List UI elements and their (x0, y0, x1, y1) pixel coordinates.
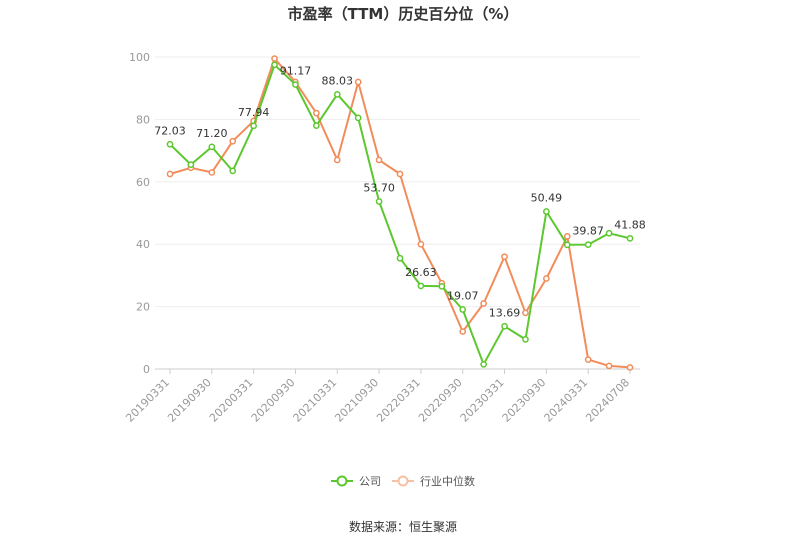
data-label: 77.94 (238, 106, 270, 119)
data-point (417, 240, 425, 248)
x-tick-label: 20240331 (542, 376, 591, 425)
y-tick-label: 80 (136, 113, 150, 126)
data-point (208, 143, 216, 151)
data-point (354, 78, 362, 86)
legend-marker-industry (397, 475, 409, 487)
data-label: 91.17 (280, 65, 312, 78)
plot-area (166, 55, 634, 371)
data-point (333, 90, 341, 98)
data-point (313, 109, 320, 117)
data-point (166, 170, 174, 178)
data-point (250, 122, 257, 130)
data-point (605, 229, 613, 237)
chart-title: 市盈率（TTM）历史百分位（%） (288, 5, 519, 23)
grid-lines (155, 56, 640, 370)
data-point (417, 282, 425, 290)
data-point (522, 336, 529, 343)
data-point (375, 156, 383, 164)
legend[interactable]: 公司 行业中位数 (331, 474, 475, 488)
data-label: 41.88 (614, 218, 646, 231)
data-point (626, 364, 634, 371)
y-tick-label: 40 (136, 238, 150, 251)
data-point (563, 233, 571, 240)
data-point (501, 322, 508, 330)
data-point (333, 156, 341, 164)
x-axis: 2019033120190930202003312020093020210331… (123, 369, 632, 425)
data-point (354, 114, 362, 122)
data-point (543, 208, 550, 215)
x-tick-label: 20190930 (165, 376, 214, 425)
data-point (229, 137, 237, 145)
data-point (166, 140, 174, 148)
data-point (459, 306, 467, 313)
data-point (563, 241, 571, 249)
legend-label-industry: 行业中位数 (420, 474, 475, 488)
y-tick-label: 60 (136, 176, 150, 189)
y-tick-label: 0 (143, 363, 150, 376)
data-point (187, 161, 195, 168)
data-point (584, 241, 592, 248)
data-point (438, 282, 446, 290)
legend-item-industry-median[interactable]: 行业中位数 (392, 474, 475, 488)
data-label: 39.87 (572, 225, 604, 238)
data-label: 50.49 (531, 191, 563, 204)
x-tick-label: 20210331 (291, 376, 340, 425)
data-point (459, 328, 467, 335)
data-label: 71.20 (196, 127, 228, 140)
data-labels: 72.03 71.20 77.94 91.17 88.03 53.70 26.63 19.07… (154, 65, 646, 320)
legend-label-company: 公司 (359, 475, 381, 488)
data-label: 26.63 (405, 266, 437, 279)
x-tick-label: 20230930 (500, 376, 549, 425)
data-point (522, 309, 529, 317)
data-point (313, 122, 320, 129)
y-axis: 0 20 40 60 80 100 (129, 51, 150, 376)
y-tick-label: 20 (136, 301, 150, 314)
data-point (229, 167, 237, 175)
data-label: 19.07 (447, 290, 479, 303)
legend-item-company[interactable]: 公司 (331, 475, 381, 488)
x-tick-label: 20200331 (207, 376, 256, 425)
legend-marker-company (336, 475, 348, 487)
x-tick-label: 20240708 (583, 376, 632, 425)
x-tick-label: 20200930 (249, 376, 298, 425)
x-tick-label: 20190331 (123, 376, 172, 425)
data-point (480, 300, 487, 307)
data-label: 72.03 (154, 124, 186, 137)
data-point (626, 234, 634, 242)
x-tick-label: 20220930 (416, 376, 465, 425)
data-point (208, 169, 216, 176)
x-tick-label: 20210930 (332, 376, 381, 425)
data-point (271, 61, 278, 69)
data-point (605, 362, 613, 370)
data-point (584, 356, 592, 363)
y-tick-label: 100 (129, 51, 150, 64)
data-point (501, 253, 508, 261)
data-point (396, 170, 404, 178)
data-point (375, 198, 383, 205)
data-label: 88.03 (322, 74, 354, 87)
data-point (271, 55, 278, 62)
data-point (480, 360, 487, 368)
data-label: 53.70 (363, 181, 395, 194)
data-point (396, 254, 404, 262)
x-tick-label: 20230331 (458, 376, 507, 425)
data-point (543, 275, 550, 282)
data-label: 13.69 (489, 306, 521, 319)
data-source: 数据来源：恒生聚源 (349, 519, 457, 534)
data-point (292, 81, 299, 88)
x-tick-label: 20220331 (374, 376, 423, 425)
